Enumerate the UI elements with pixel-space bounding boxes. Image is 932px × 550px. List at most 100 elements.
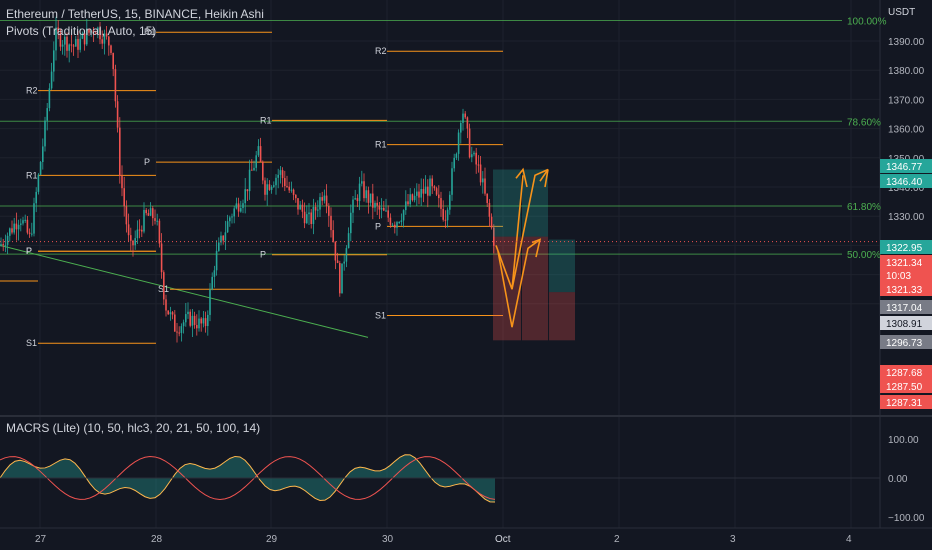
candle-body: [68, 44, 70, 51]
time-tick-label: 2: [614, 534, 620, 545]
candle-body: [444, 219, 447, 221]
candle-body: [347, 233, 350, 249]
candle-body: [297, 198, 299, 210]
candle-body: [189, 311, 191, 326]
candle-body: [407, 201, 409, 205]
candle-body: [213, 270, 216, 277]
time-tick-label: 29: [266, 534, 278, 545]
candle-body: [158, 220, 161, 244]
price-tag-label: 1287.31: [886, 398, 923, 409]
candle-body: [259, 146, 262, 162]
arrow-head: [515, 167, 528, 188]
candle-body: [92, 30, 95, 33]
candle-body: [429, 178, 431, 196]
candle-body: [477, 164, 480, 166]
candle-body: [361, 181, 363, 184]
pivot-label: R1: [260, 115, 272, 125]
candle-body: [240, 208, 242, 212]
candle-body: [292, 189, 295, 195]
candle-body: [453, 157, 455, 169]
pivot-label: P: [260, 250, 266, 260]
oscillator-signal-line: [0, 456, 496, 500]
candle-body: [127, 224, 130, 236]
candle-body: [246, 189, 249, 192]
candle-body: [484, 178, 486, 194]
price-currency: USDT: [888, 7, 915, 18]
candle-body: [299, 204, 301, 210]
candle-body: [438, 194, 440, 199]
pivots-legend[interactable]: Pivots (Traditional, Auto, 15): [6, 24, 157, 38]
candle-body: [380, 207, 383, 210]
candle-body: [81, 33, 84, 39]
candle-body: [402, 210, 405, 221]
price-tag-label: 1322.95: [886, 243, 923, 254]
price-tag-label: 1321.33: [886, 285, 923, 296]
candle-body: [44, 120, 46, 147]
candle-body: [83, 33, 86, 45]
stop-zone: [493, 236, 521, 341]
candle-body: [378, 205, 381, 210]
candle-body: [275, 177, 277, 186]
candle-body: [341, 263, 343, 294]
candle-body: [200, 318, 202, 324]
candle-body: [356, 198, 359, 202]
candle-body: [99, 27, 101, 40]
candle-body: [24, 219, 26, 221]
candle-body: [317, 209, 319, 211]
candle-body: [427, 186, 429, 196]
candle-body: [204, 318, 207, 327]
price-tick-label: 1330.00: [888, 212, 925, 223]
candle-body: [242, 203, 244, 209]
candle-body: [365, 190, 367, 199]
time-tick-label: 4: [846, 534, 852, 545]
candle-body: [48, 88, 51, 109]
candle-body: [77, 39, 79, 50]
candle-body: [112, 52, 114, 70]
candle-body: [255, 155, 257, 168]
candle-body: [105, 33, 108, 37]
candle-body: [70, 44, 73, 46]
time-tick-label: 3: [730, 534, 736, 545]
candle-body: [372, 193, 374, 208]
candle-body: [273, 185, 275, 187]
candle-body: [488, 202, 491, 217]
candle-body: [42, 146, 44, 163]
candle-body: [396, 222, 398, 228]
candle-body: [31, 233, 33, 235]
candle-body: [312, 206, 315, 224]
candle-body: [482, 178, 484, 183]
price-tag-label: 1321.34: [886, 258, 923, 269]
candle-body: [2, 244, 4, 246]
candle-body: [343, 261, 345, 264]
candle-body: [90, 30, 92, 33]
candle-body: [174, 314, 176, 332]
candle-body: [284, 178, 286, 187]
candle-body: [222, 235, 224, 241]
price-tag-label: 1308.91: [886, 319, 923, 330]
candle-body: [121, 175, 123, 189]
candle-body: [97, 27, 99, 34]
indicator-legend[interactable]: MACRS (Lite) (10, 50, hlc3, 20, 21, 50, …: [6, 421, 261, 435]
candle-body: [325, 195, 328, 206]
candle-body: [141, 229, 143, 232]
osc-tick-label: 100.00: [888, 435, 919, 446]
candle-body: [303, 211, 306, 224]
fib-level-label: 50.00%: [847, 250, 881, 261]
osc-tick-label: 0.00: [888, 474, 908, 485]
candle-body: [328, 205, 330, 216]
osc-tick-label: −100.00: [888, 513, 925, 524]
candle-body: [295, 194, 297, 199]
candle-body: [101, 39, 103, 44]
price-tag-label: 1296.73: [886, 338, 923, 349]
symbol-title[interactable]: Ethereum / TetherUS, 15, BINANCE, Heikin…: [6, 7, 264, 21]
candle-body: [55, 27, 57, 51]
candle-body: [235, 203, 238, 209]
candle-body: [237, 203, 240, 212]
candle-body: [26, 219, 29, 233]
candle-body: [167, 310, 169, 315]
candle-body: [281, 170, 284, 179]
candle-body: [79, 38, 81, 50]
candle-body: [358, 183, 361, 202]
candle-body: [435, 188, 438, 195]
